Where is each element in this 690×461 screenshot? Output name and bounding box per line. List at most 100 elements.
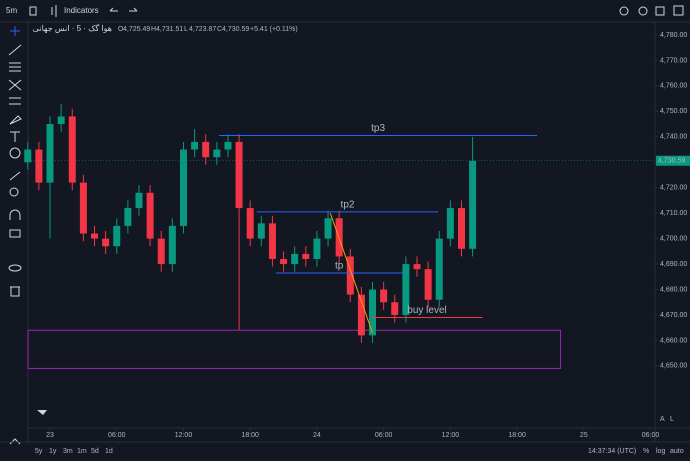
percent-toggle[interactable]: %: [643, 448, 649, 455]
legend: هوا گک · 5 · انس جهانی O 4,725.49 H 4,731.51…: [33, 23, 298, 33]
x-tick-label: 06:00: [108, 432, 126, 439]
candle-body: [124, 208, 132, 226]
candle-body: [413, 264, 421, 270]
candle-body: [35, 149, 43, 183]
y-tick-label: 4,770.00: [660, 57, 687, 64]
y-tick-label: 4,750.00: [660, 108, 687, 115]
level-label: tp3: [371, 123, 385, 134]
y-tick-label: 4,780.00: [660, 32, 687, 39]
x-tick-label: 24: [313, 432, 321, 439]
undo[interactable]: [109, 7, 118, 12]
last-price-label: 4,730.59: [658, 158, 685, 165]
interval[interactable]: 5m: [6, 6, 17, 15]
projection-tool[interactable]: [9, 97, 21, 105]
ohlc-value: 4,723.87: [189, 26, 216, 33]
candle-body: [68, 116, 76, 183]
ohlc-value: 4,725.49: [123, 26, 150, 33]
candle-body: [346, 256, 354, 295]
level-label: buy level: [407, 305, 446, 316]
settings-icon[interactable]: [638, 6, 648, 16]
auto-scale-a[interactable]: A: [660, 416, 665, 423]
trash-tool[interactable]: [10, 286, 20, 297]
tv-logo: [37, 410, 47, 415]
indicators-button[interactable]: Indicators: [64, 6, 99, 15]
y-tick-label: 4,700.00: [660, 235, 687, 242]
candle-body: [202, 141, 210, 158]
ohlc-key: O: [118, 26, 124, 33]
level-label: tp2: [341, 200, 355, 211]
magnet-tool[interactable]: [9, 209, 21, 220]
ohlc-value: 4,731.51: [156, 26, 183, 33]
candle-body: [313, 238, 321, 259]
range-button[interactable]: 1y: [49, 448, 57, 455]
candle-body: [57, 116, 65, 125]
hide-tool[interactable]: [8, 264, 22, 272]
candle-body: [135, 192, 143, 209]
candle-body: [168, 225, 176, 265]
candle-body: [446, 208, 454, 239]
candle-body: [146, 192, 154, 239]
chart: 4,780.00 4,770.00 4,760.00 4,750.00 4,740.00…: [24, 32, 690, 439]
range-button[interactable]: 1d: [105, 448, 113, 455]
range-button[interactable]: 3m: [63, 448, 73, 455]
candle-body: [246, 208, 254, 239]
log-toggle[interactable]: log: [656, 448, 665, 455]
indicators-icon: [51, 5, 57, 17]
range-button[interactable]: 5y: [35, 448, 43, 455]
auto-toggle[interactable]: auto: [670, 448, 684, 455]
pattern-tool[interactable]: [8, 79, 22, 91]
y-tick-label: 4,660.00: [660, 337, 687, 344]
redo[interactable]: [129, 7, 138, 12]
fib-tool[interactable]: [9, 62, 21, 72]
trend-line: [329, 212, 373, 333]
candle-body: [179, 149, 187, 226]
y-tick-label: 4,690.00: [660, 261, 687, 268]
compare-icon[interactable]: [29, 6, 37, 16]
x-tick-label: 06:00: [642, 432, 660, 439]
candle-body: [257, 223, 265, 239]
candle-body: [280, 258, 288, 265]
candle-body: [391, 302, 399, 315]
brush-tool[interactable]: [9, 115, 22, 125]
y-tick-label: 4,740.00: [660, 134, 687, 141]
last-price-tag: [656, 155, 690, 166]
candle-body: [380, 289, 388, 303]
drawing-tools: [8, 26, 22, 445]
ohlc-key: L: [184, 26, 188, 33]
x-tick-label: 23: [46, 432, 54, 439]
y-tick-label: 4,670.00: [660, 312, 687, 319]
candle-body: [402, 264, 410, 315]
symbol-name: هوا گک · 5 · انس جهانی: [33, 23, 112, 33]
auto-scale-l[interactable]: L: [670, 416, 674, 423]
search-icon[interactable]: [619, 6, 629, 16]
emoji-tool[interactable]: [9, 147, 21, 159]
candle-body: [235, 141, 243, 209]
fullscreen-icon[interactable]: [655, 6, 665, 16]
zoom-tool[interactable]: [9, 187, 19, 197]
snapshot-icon[interactable]: [673, 5, 684, 16]
y-tick-label: 4,720.00: [660, 185, 687, 192]
candle-body: [191, 141, 199, 150]
range-button[interactable]: 1m: [77, 448, 87, 455]
trend-tool[interactable]: [8, 44, 22, 56]
candle-body: [435, 238, 443, 300]
lock-tool[interactable]: [9, 229, 21, 238]
y-tick-label: 4,650.00: [660, 363, 687, 370]
candle-body: [469, 160, 477, 249]
clock: 14:37:34 (UTC): [588, 448, 636, 455]
y-tick-label: 4,710.00: [660, 210, 687, 217]
candle-body: [91, 233, 99, 239]
candle-body: [46, 124, 54, 183]
x-tick-label: 18:00: [241, 432, 259, 439]
ruler-tool[interactable]: [9, 171, 21, 181]
text-tool[interactable]: [10, 131, 20, 142]
candle-body: [457, 208, 465, 249]
candle-body: [268, 223, 276, 259]
x-tick-label: 18:00: [508, 432, 526, 439]
x-tick-label: 06:00: [375, 432, 393, 439]
candle-body: [102, 238, 110, 247]
cross-tool[interactable]: [10, 26, 20, 36]
range-button[interactable]: 5d: [91, 448, 99, 455]
x-tick-label: 12:00: [442, 432, 460, 439]
